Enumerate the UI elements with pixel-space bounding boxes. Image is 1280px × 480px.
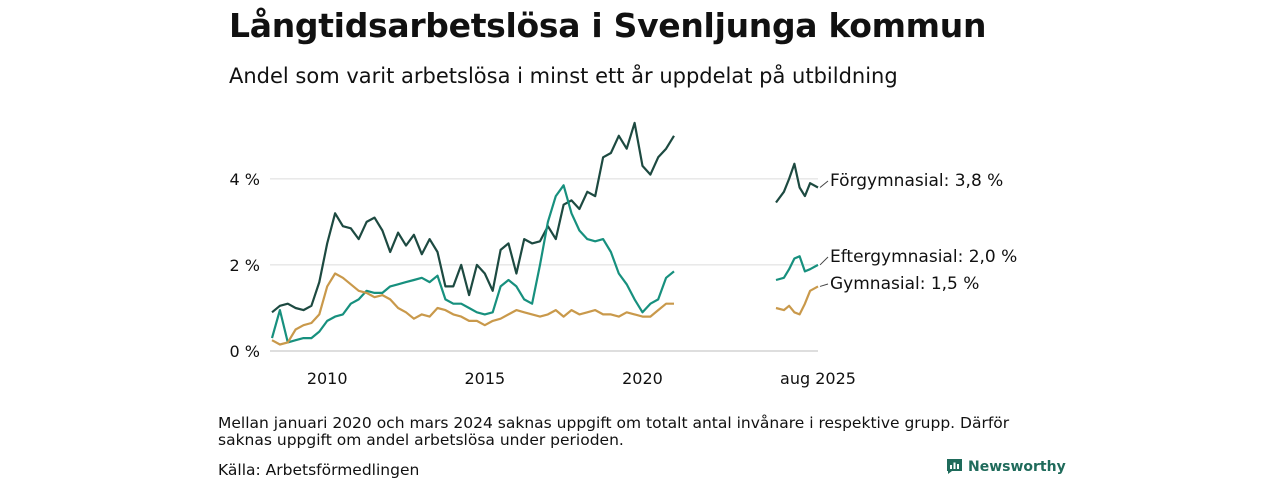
series-end-label-eftergymnasial: Eftergymnasial: 2,0 % [830, 247, 1017, 267]
x-tick-label: 2020 [622, 369, 663, 388]
line-chart: 0 % 2 % 4 % 2010 2015 2020 aug 2025 Förgymnasia… [230, 121, 1017, 388]
chart-footnote: Mellan januari 2020 och mars 2024 saknas… [218, 414, 1010, 449]
chart-source: Källa: Arbetsförmedlingen [218, 461, 420, 479]
series-line-eftergymnasial [270, 184, 675, 344]
series-end-label-forgymnasial: Förgymnasial: 3,8 % [830, 171, 1003, 191]
chart-title: Långtidsarbetslösa i Svenljunga kommun [229, 6, 987, 45]
chart-subtitle: Andel som varit arbetslösa i minst ett å… [229, 64, 898, 88]
x-tick-label: aug 2025 [780, 369, 856, 388]
newsworthy-icon [947, 459, 962, 474]
series-end-label-gymnasial: Gymnasial: 1,5 % [830, 274, 979, 294]
series-line-gymnasial [775, 285, 819, 316]
y-tick-label: 2 % [230, 256, 260, 275]
x-tick-label: 2010 [307, 369, 348, 388]
series-line-eftergymnasial [775, 255, 819, 282]
x-tick-label: 2015 [464, 369, 505, 388]
series-label-leader [819, 283, 829, 287]
brand-name: Newsworthy [968, 458, 1066, 475]
series-line-forgymnasial [775, 162, 819, 204]
series-label-leader [819, 256, 829, 266]
series-line-forgymnasial [271, 121, 675, 314]
series-label-leader [819, 180, 829, 188]
y-tick-label: 0 % [230, 342, 260, 361]
series-line-gymnasial [271, 272, 674, 346]
brand-logo[interactable]: Newsworthy [946, 458, 1066, 475]
y-tick-label: 4 % [230, 170, 260, 189]
